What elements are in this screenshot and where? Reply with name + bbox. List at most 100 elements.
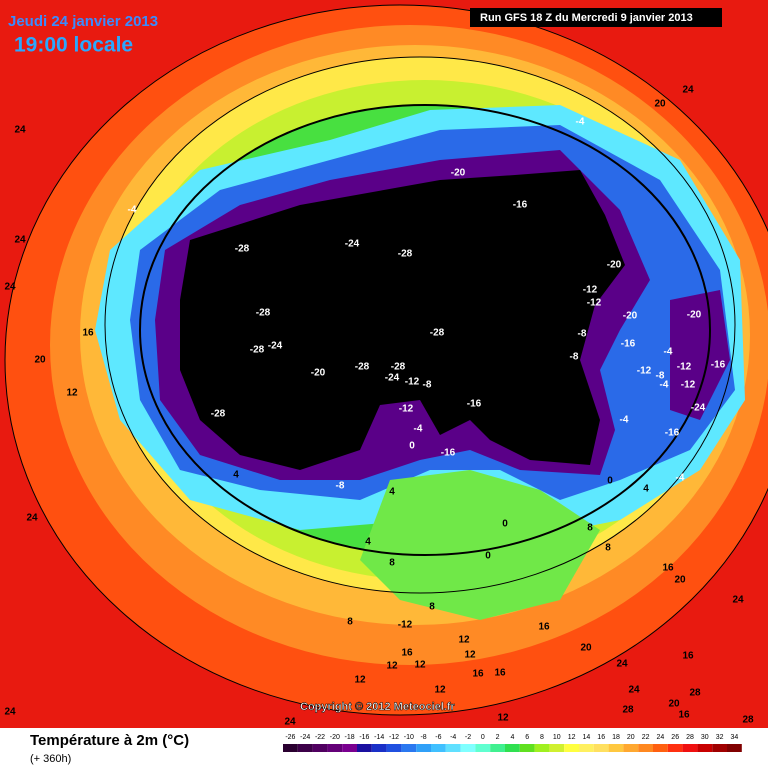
contour-label: 0 — [485, 551, 491, 562]
legend-title: Température à 2m (°C) — [30, 732, 189, 749]
contour-label: 8 — [605, 543, 611, 554]
contour-label: 4 — [389, 487, 395, 498]
contour-label: -12 — [587, 298, 602, 309]
legend-tick-label: 22 — [642, 734, 650, 741]
contour-label: -24 — [345, 239, 360, 250]
contour-label: 28 — [689, 688, 701, 699]
contour-label: -28 — [250, 345, 265, 356]
contour-label: 24 — [616, 659, 628, 670]
legend-tick-label: 28 — [686, 734, 694, 741]
contour-label: 28 — [622, 705, 634, 716]
contour-label: -20 — [607, 260, 622, 271]
contour-label: -8 — [656, 371, 665, 382]
contour-label: -4 — [620, 415, 629, 426]
contour-label: -4 — [414, 424, 423, 435]
legend-swatch — [297, 744, 313, 752]
forecast-date: Jeudi 24 janvier 2013 — [8, 13, 158, 30]
legend-tick-label: -24 — [300, 734, 310, 741]
legend-tick-label: -8 — [420, 734, 426, 741]
legend-tick-label: -4 — [450, 734, 456, 741]
contour-label: -16 — [711, 360, 726, 371]
contour-label: 0 — [502, 519, 508, 530]
legend-swatch — [401, 744, 417, 752]
legend-tick-label: 32 — [716, 734, 724, 741]
legend-tick-label: -26 — [285, 734, 295, 741]
legend-tick-label: 12 — [568, 734, 576, 741]
contour-label: 4 — [643, 484, 649, 495]
contour-label: -16 — [621, 339, 636, 350]
contour-label: 8 — [587, 523, 593, 534]
legend-swatch — [534, 744, 550, 752]
contour-label: 16 — [538, 622, 550, 633]
contour-label: -8 — [336, 481, 345, 492]
legend-tick-label: -2 — [465, 734, 471, 741]
contour-label: -16 — [467, 399, 482, 410]
contour-label: -12 — [637, 366, 652, 377]
legend-swatch — [283, 744, 298, 752]
contour-label: 20 — [654, 99, 666, 110]
contour-label: -12 — [681, 380, 696, 391]
contour-label: -12 — [398, 620, 413, 631]
legend-tick-label: 4 — [510, 734, 514, 741]
contour-label: 24 — [732, 595, 744, 606]
legend-swatch — [638, 744, 653, 752]
run-info: Run GFS 18 Z du Mercredi 9 janvier 2013 — [480, 12, 693, 24]
legend-swatch — [327, 744, 343, 752]
contour-label: 12 — [458, 635, 470, 646]
legend-swatch — [593, 744, 609, 752]
legend-swatch — [519, 744, 535, 752]
contour-label: 24 — [4, 282, 16, 293]
legend-tick-label: -22 — [315, 734, 325, 741]
contour-label: -4 — [576, 117, 585, 128]
legend-tick-label: -12 — [389, 734, 399, 741]
legend-swatch — [653, 744, 668, 752]
legend-swatch — [357, 744, 372, 752]
contour-label: 4 — [233, 470, 239, 481]
legend-swatch — [342, 744, 357, 752]
contour-label: -4 — [128, 205, 137, 216]
contour-label: 12 — [414, 660, 426, 671]
contour-label: -4 — [664, 347, 673, 358]
contour-label: 12 — [66, 388, 78, 399]
contour-label: -20 — [687, 310, 702, 321]
contour-label: -28 — [430, 328, 445, 339]
contour-label: -12 — [677, 362, 692, 373]
copyright: Copyright © 2012 Meteociel.fr — [300, 701, 456, 713]
contour-label: -8 — [578, 329, 587, 340]
legend-tick-label: 34 — [731, 734, 739, 741]
legend-swatch — [564, 744, 579, 752]
legend-swatch — [608, 744, 624, 752]
contour-label: 8 — [347, 617, 353, 628]
contour-label: 16 — [401, 648, 413, 659]
contour-label: -8 — [423, 380, 432, 391]
contour-label: 16 — [472, 669, 484, 680]
legend-swatch — [712, 744, 727, 752]
legend-swatch — [667, 744, 683, 752]
legend-tick-label: 10 — [553, 734, 561, 741]
contour-label: 20 — [580, 643, 592, 654]
legend-swatch — [490, 744, 505, 752]
contour-label: 20 — [674, 575, 686, 586]
contour-label: 12 — [497, 713, 509, 724]
contour-label: 24 — [26, 513, 38, 524]
contour-label: 16 — [82, 328, 94, 339]
contour-label: 24 — [14, 125, 26, 136]
temperature-field — [0, 0, 768, 728]
legend-swatch — [416, 744, 431, 752]
legend-tick-label: -18 — [345, 734, 355, 741]
legend-swatch — [371, 744, 387, 752]
contour-label: 28 — [742, 715, 754, 726]
contour-label: 16 — [494, 668, 506, 679]
contour-label: -28 — [256, 308, 271, 319]
legend-swatch — [549, 744, 565, 752]
legend-tick-label: 14 — [583, 734, 591, 741]
legend-tick-label: 8 — [540, 734, 544, 741]
legend-swatch — [505, 744, 520, 752]
legend-tick-label: 6 — [525, 734, 529, 741]
legend-swatch — [460, 744, 476, 752]
contour-label: -28 — [211, 409, 226, 420]
legend-tick-label: -20 — [330, 734, 340, 741]
contour-label: 16 — [662, 563, 674, 574]
